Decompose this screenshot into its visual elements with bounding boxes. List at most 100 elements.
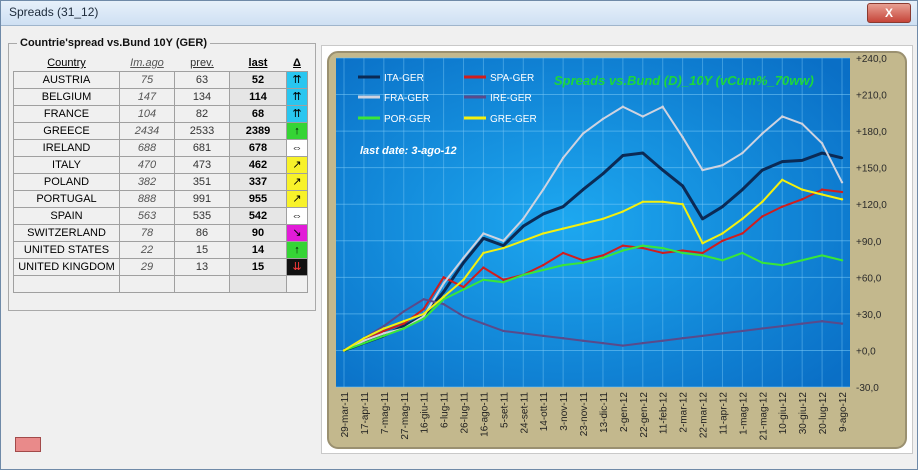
close-button[interactable]: X <box>867 3 911 23</box>
empty-cell <box>174 275 230 293</box>
prev-cell: 82 <box>174 105 230 123</box>
table-row[interactable]: AUSTRIA 75 63 52 ⇈ <box>13 71 308 89</box>
col-prev[interactable]: prev. <box>174 55 230 72</box>
imago-cell: 688 <box>119 139 175 157</box>
imago-cell: 470 <box>119 156 175 174</box>
table-row[interactable]: FRANCE 104 82 68 ⇈ <box>13 105 308 123</box>
trend-arrow-icon: ⇊ <box>292 261 302 273</box>
x-tick-label: 11-apr-12 <box>718 392 729 435</box>
last-cell: 337 <box>229 173 287 191</box>
table-row[interactable]: GREECE 2434 2533 2389 ↑ <box>13 122 308 140</box>
trend-cell: ⇊ <box>286 258 308 276</box>
prev-cell: 991 <box>174 190 230 208</box>
country-cell: SWITZERLAND <box>13 224 120 242</box>
trend-arrow-icon: ↑ <box>294 125 300 137</box>
imago-cell: 2434 <box>119 122 175 140</box>
series-point-fra-ger <box>641 115 644 118</box>
series-point-ire-ger <box>781 324 784 328</box>
prev-cell: 535 <box>174 207 230 225</box>
table-row[interactable]: ITALY 470 473 462 ↗ <box>13 156 308 174</box>
legend-label: GRE-GER <box>490 114 537 125</box>
series-point-fra-ger <box>462 256 465 260</box>
x-tick-label: 9-ago-12 <box>838 392 849 432</box>
series-point-por-ger <box>840 259 844 262</box>
series-point-spa-ger <box>701 251 704 255</box>
series-point-ita-ger <box>641 151 644 155</box>
legend-label: IRE-GER <box>490 93 532 104</box>
col-country[interactable]: Country <box>13 55 120 72</box>
series-point-spa-ger <box>581 259 585 262</box>
col-delta[interactable]: Δ <box>286 55 308 72</box>
series-point-fra-ger <box>781 115 784 118</box>
country-cell: ITALY <box>13 156 120 174</box>
series-point-ire-ger <box>561 337 565 340</box>
series-point-spa-ger <box>721 239 724 242</box>
series-point-por-ger <box>502 281 505 284</box>
imago-cell: 78 <box>119 224 175 242</box>
table-row[interactable]: SPAIN 563 535 542 ⇔ <box>13 207 308 225</box>
table-row[interactable]: BELGIUM 147 134 114 ⇈ <box>13 88 308 106</box>
country-cell: UNITED KINGDOM <box>13 258 120 276</box>
series-point-spa-ger <box>661 251 664 255</box>
x-tick-label: 20-lug-12 <box>818 392 829 435</box>
series-point-por-ger <box>482 278 485 281</box>
table-row[interactable]: SWITZERLAND 78 86 90 ↘ <box>13 224 308 242</box>
country-cell: BELGIUM <box>13 88 120 106</box>
prev-cell: 15 <box>174 241 230 259</box>
country-cell: POLAND <box>13 173 120 191</box>
series-point-por-ger <box>820 254 824 257</box>
series-point-ire-ger <box>502 329 505 333</box>
y-tick-label: +180,0 <box>856 127 887 138</box>
table-row-empty[interactable] <box>13 275 308 293</box>
table-row[interactable]: UNITED STATES 22 15 14 ↑ <box>13 241 308 259</box>
series-point-fra-ger <box>621 105 625 108</box>
series-point-ita-ger <box>721 205 724 208</box>
series-point-gre-ger <box>820 193 824 196</box>
series-point-gre-ger <box>382 327 386 330</box>
last-cell: 52 <box>229 71 287 89</box>
trend-cell: ⇈ <box>286 105 308 123</box>
last-cell: 678 <box>229 139 287 157</box>
series-point-ita-ger <box>741 188 744 191</box>
imago-cell: 29 <box>119 258 175 276</box>
series-point-gre-ger <box>761 200 764 203</box>
series-point-gre-ger <box>462 278 465 281</box>
panel-title: Countrie'spread vs.Bund 10Y (GER) <box>17 37 211 49</box>
imago-cell: 563 <box>119 207 175 225</box>
series-point-por-ger <box>681 251 684 255</box>
table-row[interactable]: IRELAND 688 681 678 ⇔ <box>13 139 308 157</box>
table-row[interactable]: PORTUGAL 888 991 955 ↗ <box>13 190 308 208</box>
series-point-ire-ger <box>661 339 664 342</box>
col-imago[interactable]: Im.ago <box>119 55 175 72</box>
series-point-por-ger <box>522 273 525 277</box>
series-point-gre-ger <box>641 200 644 203</box>
series-point-ita-ger <box>781 160 784 163</box>
series-point-spa-ger <box>422 307 425 311</box>
table-header-row: Country Im.ago prev. last Δ <box>13 55 308 72</box>
series-point-ita-ger <box>542 212 545 216</box>
x-tick-label: 16-ago-11 <box>479 392 490 437</box>
last-cell: 2389 <box>229 122 287 140</box>
y-tick-label: +60,0 <box>856 273 882 284</box>
series-point-spa-ger <box>621 244 625 247</box>
series-point-ita-ger <box>561 205 565 208</box>
trend-cell: ↗ <box>286 190 308 208</box>
series-point-por-ger <box>661 246 664 250</box>
x-tick-label: 10-giu-12 <box>778 392 789 435</box>
series-point-gre-ger <box>362 337 366 340</box>
series-point-por-ger <box>721 259 724 262</box>
series-point-gre-ger <box>681 203 684 206</box>
series-point-spa-ger <box>820 188 824 191</box>
y-tick-label: +210,0 <box>856 91 887 102</box>
table-row[interactable]: UNITED KINGDOM 29 13 15 ⇊ <box>13 258 308 276</box>
series-point-spa-ger <box>761 215 764 218</box>
series-point-fra-ger <box>522 217 525 221</box>
series-point-gre-ger <box>561 227 565 230</box>
table-row[interactable]: POLAND 382 351 337 ↗ <box>13 173 308 191</box>
series-point-gre-ger <box>542 232 545 235</box>
series-point-ire-ger <box>721 332 724 335</box>
title-bar: Spreads (31_12) X <box>1 1 917 26</box>
series-point-fra-ger <box>741 151 744 155</box>
last-cell: 14 <box>229 241 287 259</box>
col-last[interactable]: last <box>229 55 287 72</box>
